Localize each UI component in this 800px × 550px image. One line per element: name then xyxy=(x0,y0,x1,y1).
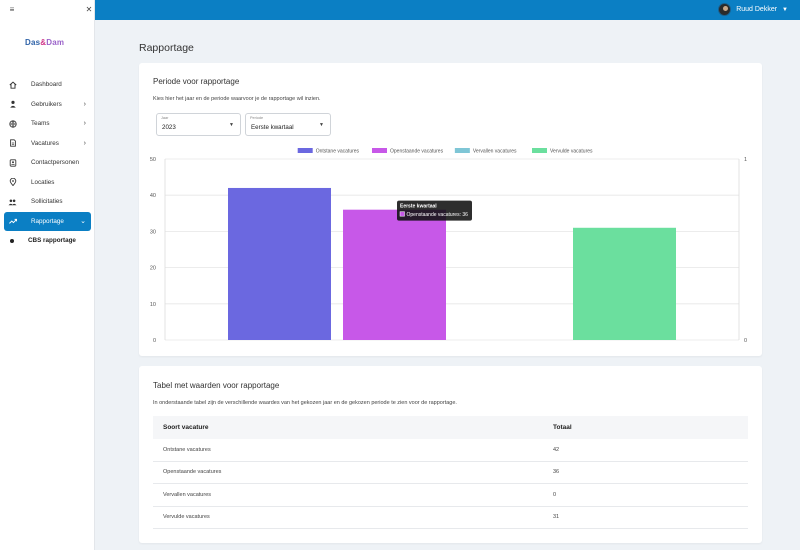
sidebar-item-dashboard[interactable]: Dashboard xyxy=(0,75,95,95)
sidebar-item-rapportage[interactable]: Rapportage ⌄ xyxy=(4,211,91,231)
chart-bar xyxy=(228,187,331,340)
legend-swatch xyxy=(454,148,470,153)
table-cell-type: Vervulde vacatures xyxy=(163,514,210,521)
legend-label: Ontstane vacatures xyxy=(316,149,360,155)
sidebar-item-locaties[interactable]: Locaties xyxy=(0,173,95,193)
year-select-label: Jaar xyxy=(161,116,169,120)
y2-tick-label: 1 xyxy=(744,157,747,163)
period-select-value: Eerste kwartaal xyxy=(251,123,294,131)
legend-swatch xyxy=(297,148,313,153)
page-title: Rapportage xyxy=(139,42,194,54)
y-tick-label: 40 xyxy=(150,193,156,199)
sidebar-subitem-label: CBS rapportage xyxy=(28,237,76,244)
legend-swatch xyxy=(532,148,547,153)
globe-icon xyxy=(8,119,17,128)
table-cell-type: Openstaande vacatures xyxy=(163,469,222,476)
tooltip-title: Eerste kwartaal xyxy=(400,204,437,210)
chart-bar xyxy=(343,209,446,340)
column-header-total: Totaal xyxy=(553,424,572,431)
chevron-down-icon: ⌄ xyxy=(80,218,86,226)
table-cell-type: Vervallen vacatures xyxy=(163,491,211,498)
document-icon xyxy=(8,139,17,148)
people-icon xyxy=(8,197,17,206)
table-card-title: Tabel met waarden voor rapportage xyxy=(153,381,280,390)
legend-label: Vervulde vacatures xyxy=(550,149,593,155)
bullet-icon xyxy=(10,238,14,243)
sidebar-nav: Dashboard Gebruikers › Teams › Vacatures… xyxy=(0,75,95,250)
year-select[interactable]: Jaar 2023 ▼ xyxy=(156,113,241,136)
sidebar: ≡ ✕ Das&Dam Dashboard Gebruikers › Teams… xyxy=(0,0,95,550)
bar-chart: 0 10 20 30 40 50 0 1 Ontstane vacatures Openstaan… xyxy=(150,148,747,344)
period-select[interactable]: Periode Eerste kwartaal ▼ xyxy=(245,113,331,136)
tooltip-text: Openstaande vacatures: 36 xyxy=(407,212,469,218)
year-select-value: 2023 xyxy=(162,123,176,131)
table-card: Tabel met waarden voor rapportage In ond… xyxy=(139,366,762,543)
table-card-description: In onderstaande tabel zijn de verschille… xyxy=(153,400,457,406)
sidebar-item-label: Contactpersonen xyxy=(31,159,79,167)
chevron-down-icon: ▼ xyxy=(319,122,324,128)
legend-label: Vervallen vacatures xyxy=(473,149,517,155)
table-cell-total: 0 xyxy=(553,491,557,498)
sidebar-item-label: Vacatures xyxy=(31,139,59,147)
legend-swatch xyxy=(372,148,387,153)
chart-bar xyxy=(573,227,676,340)
sidebar-item-label: Teams xyxy=(31,120,50,128)
contact-icon xyxy=(8,158,17,167)
sidebar-item-gebruikers[interactable]: Gebruikers › xyxy=(0,95,95,115)
top-bar: Ruud Dekker ▼ xyxy=(0,0,800,20)
chevron-right-icon: › xyxy=(83,139,86,147)
table-cell-total: 42 xyxy=(553,446,560,453)
sidebar-item-contactpersonen[interactable]: Contactpersonen xyxy=(0,153,95,173)
table-row: Vervulde vacatures 31 xyxy=(153,507,748,529)
y-tick-label: 50 xyxy=(150,157,156,163)
chevron-down-icon: ▼ xyxy=(229,122,234,128)
table-row: Ontstane vacatures 42 xyxy=(153,439,748,462)
close-icon[interactable]: ✕ xyxy=(85,5,93,14)
column-header-type: Soort vacature xyxy=(163,424,209,431)
location-pin-icon xyxy=(8,178,17,187)
table-cell-type: Ontstane vacatures xyxy=(163,446,211,453)
trending-icon xyxy=(8,217,17,226)
report-table: Soort vacature Totaal Ontstane vacatures… xyxy=(153,416,748,529)
sidebar-item-vacatures[interactable]: Vacatures › xyxy=(0,134,95,154)
home-icon xyxy=(8,80,17,89)
tooltip-swatch xyxy=(399,211,405,217)
period-card-title: Periode voor rapportage xyxy=(153,77,240,86)
user-icon xyxy=(8,100,17,109)
sidebar-item-label: Dashboard xyxy=(31,81,62,89)
chevron-right-icon: › xyxy=(83,120,86,128)
sidebar-item-label: Sollicitaties xyxy=(31,198,63,206)
y-tick-label: 10 xyxy=(150,302,156,308)
user-menu[interactable]: Ruud Dekker ▼ xyxy=(718,3,788,16)
table-cell-total: 31 xyxy=(553,514,560,521)
table-row: Openstaande vacatures 36 xyxy=(153,462,748,484)
table-row: Vervallen vacatures 0 xyxy=(153,484,748,507)
period-select-label: Periode xyxy=(250,116,264,120)
period-card: Periode voor rapportage Kies hier het ja… xyxy=(139,63,762,356)
y-tick-label: 30 xyxy=(150,229,156,235)
chevron-right-icon: › xyxy=(83,100,86,108)
sidebar-subitem-cbs-rapportage[interactable]: CBS rapportage xyxy=(0,231,95,250)
avatar[interactable] xyxy=(718,3,732,16)
legend-label: Openstaande vacatures xyxy=(390,149,444,155)
sidebar-item-label: Locaties xyxy=(31,178,55,186)
table-cell-total: 36 xyxy=(553,469,560,476)
table-header: Soort vacature Totaal xyxy=(153,416,748,439)
logo[interactable]: Das&Dam xyxy=(25,38,65,47)
sidebar-item-teams[interactable]: Teams › xyxy=(0,114,95,134)
user-name[interactable]: Ruud Dekker xyxy=(736,6,778,13)
menu-icon[interactable]: ≡ xyxy=(9,5,15,14)
sidebar-item-label: Gebruikers xyxy=(31,100,62,108)
y-tick-label: 20 xyxy=(150,266,156,272)
tooltip-box xyxy=(397,200,472,221)
y2-tick-label: 0 xyxy=(744,338,747,344)
sidebar-item-sollicitaties[interactable]: Sollicitaties xyxy=(0,192,95,212)
chevron-down-icon[interactable]: ▼ xyxy=(782,6,788,13)
y-tick-label: 0 xyxy=(153,338,156,344)
sidebar-item-label: Rapportage xyxy=(31,217,64,225)
period-card-description: Kies hier het jaar en de periode waarvoo… xyxy=(153,96,321,102)
